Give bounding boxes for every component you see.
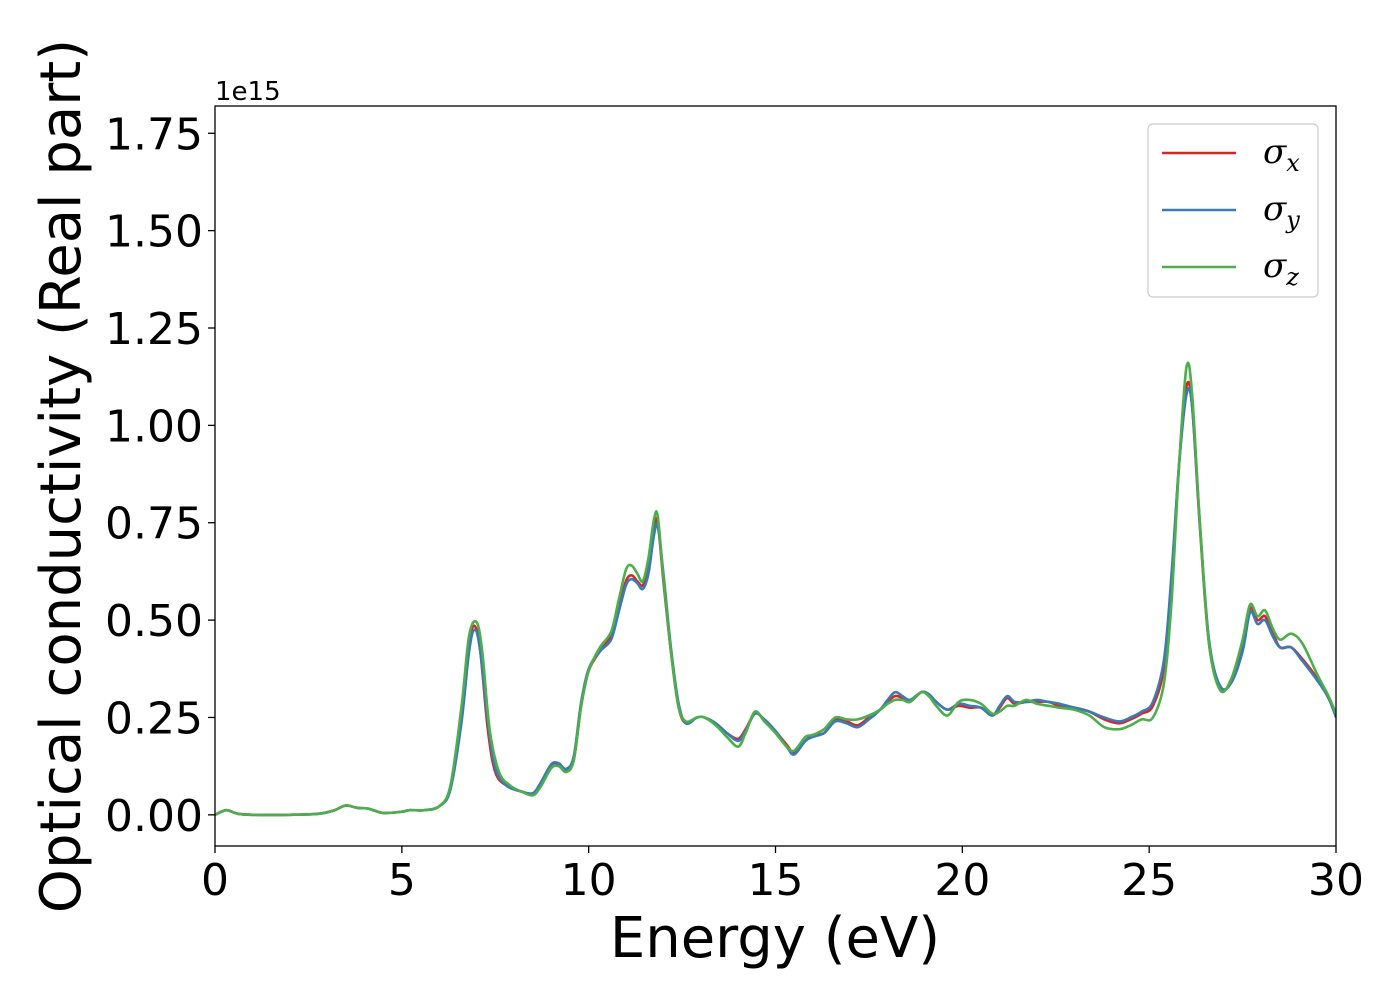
y-axis-title: Optical conductivity (Real part)	[29, 39, 94, 913]
x-tick-label: 0	[201, 855, 229, 906]
y-axis: 0.00 0.25 0.50 0.75 1.00 1.25 1.50 1.75	[105, 109, 215, 842]
y-tick-label: 1.50	[105, 207, 203, 258]
x-tick-label: 20	[934, 855, 990, 906]
series-line-z	[215, 361, 1336, 817]
y-tick-label: 0.75	[105, 499, 203, 550]
x-tick-label: 25	[1121, 855, 1177, 906]
x-axis: 0 5 10 15 20 25 30	[201, 846, 1364, 906]
legend-label-y: σy	[1263, 189, 1300, 234]
x-axis-title: Energy (eV)	[610, 906, 940, 971]
x-tick-label: 5	[388, 855, 416, 906]
x-tick-label: 10	[561, 855, 617, 906]
series-line-x	[215, 380, 1336, 817]
series-layer	[215, 361, 1336, 817]
y-tick-label: 1.00	[105, 401, 203, 452]
series-line-y	[215, 386, 1336, 817]
x-tick-label: 30	[1308, 855, 1364, 906]
y-tick-label: 0.50	[105, 596, 203, 647]
y-tick-label: 1.25	[105, 304, 203, 355]
y-axis-offset-label: 1e15	[215, 77, 281, 107]
y-tick-label: 0.25	[105, 693, 203, 744]
y-tick-label: 1.75	[105, 109, 203, 160]
legend-label-x: σx	[1263, 132, 1300, 177]
x-tick-label: 15	[748, 855, 804, 906]
y-tick-label: 0.00	[105, 791, 203, 842]
